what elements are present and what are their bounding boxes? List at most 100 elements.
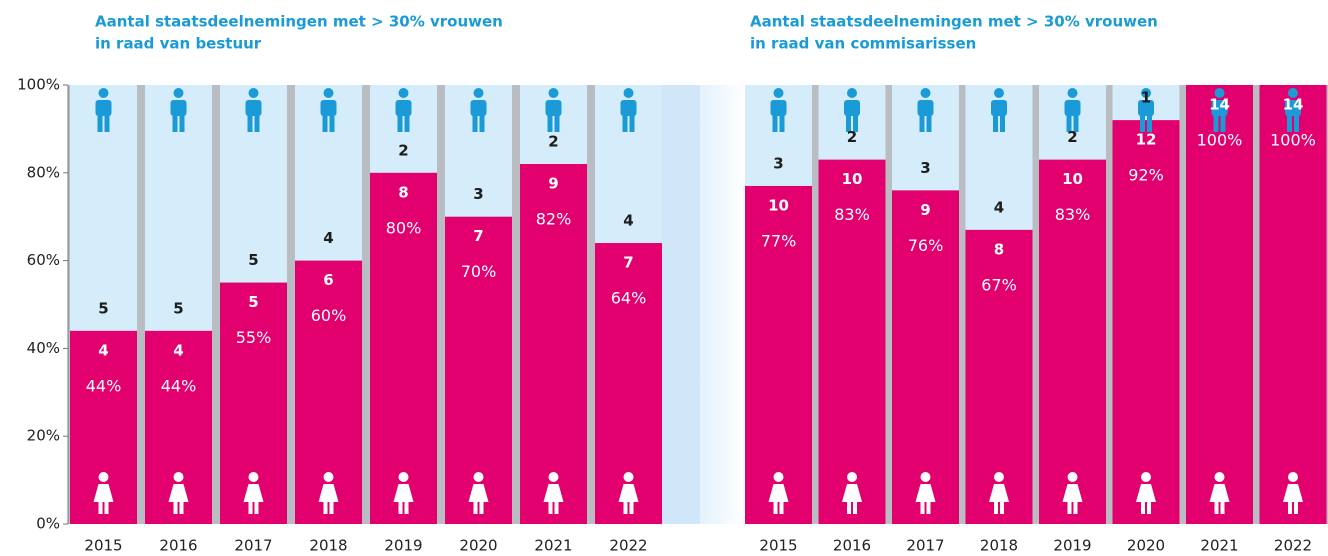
icon-head — [920, 88, 931, 98]
icon-dress — [318, 484, 339, 502]
icon-leg — [104, 500, 109, 514]
icon-leg — [994, 500, 998, 514]
men-count: 2 — [1067, 128, 1077, 146]
woman-icon — [543, 472, 564, 514]
women-count: 10 — [768, 196, 789, 214]
icon-leg — [1000, 500, 1004, 514]
icon-leg — [547, 112, 553, 132]
bar — [1039, 159, 1106, 524]
icon-head — [920, 472, 931, 482]
value-label: 64% — [611, 289, 647, 308]
man-icon — [1064, 88, 1081, 132]
icon-leg — [993, 112, 998, 132]
icon-leg — [1287, 112, 1292, 132]
man-icon — [991, 88, 1007, 132]
icon-leg — [404, 500, 409, 514]
value-label: 83% — [1055, 205, 1091, 224]
men-count: 2 — [548, 133, 558, 151]
icon-leg — [254, 112, 260, 132]
icon-leg — [554, 500, 559, 514]
man-icon — [917, 88, 934, 132]
y-tick-label: 100% — [17, 76, 60, 94]
man-icon — [170, 88, 187, 132]
icon-leg — [254, 500, 259, 514]
men-count: 3 — [920, 159, 930, 177]
icon-leg — [1073, 500, 1078, 514]
icon-head — [548, 472, 559, 482]
value-label: 67% — [981, 275, 1017, 294]
icon-head — [773, 88, 784, 98]
icon-head — [623, 88, 634, 98]
icon-leg — [329, 500, 334, 514]
women-count: 8 — [994, 240, 1004, 258]
woman-icon — [989, 472, 1009, 514]
icon-leg — [473, 500, 478, 514]
icon-leg — [919, 112, 925, 132]
icon-head — [1288, 472, 1298, 482]
icon-dress — [989, 484, 1009, 502]
icon-leg — [779, 112, 785, 132]
women-count: 7 — [623, 254, 633, 272]
x-tick-label: 2019 — [384, 537, 422, 555]
woman-icon — [1209, 472, 1230, 514]
icon-leg — [97, 112, 103, 132]
value-label: 82% — [536, 210, 572, 229]
woman-icon — [243, 472, 264, 514]
icon-leg — [1294, 500, 1298, 514]
men-count: 2 — [398, 141, 408, 159]
y-tick-label: 80% — [27, 163, 60, 181]
icon-leg — [1141, 500, 1145, 514]
icon-leg — [1000, 112, 1005, 132]
value-label: 60% — [311, 306, 347, 325]
icon-leg — [554, 112, 560, 132]
icon-leg — [479, 500, 484, 514]
chart-title: in raad van bestuur — [95, 35, 262, 53]
icon-leg — [329, 112, 335, 132]
icon-leg — [548, 500, 553, 514]
value-label: 44% — [161, 376, 197, 395]
men-count: 2 — [847, 128, 857, 146]
icon-head — [473, 88, 484, 98]
icon-head — [398, 472, 409, 482]
women-count: 10 — [1062, 170, 1083, 188]
icon-leg — [398, 500, 403, 514]
icon-head — [1067, 88, 1078, 98]
icon-leg — [1073, 112, 1079, 132]
men-count: 1 — [1141, 89, 1151, 107]
icon-head — [173, 472, 184, 482]
man-icon — [470, 88, 487, 132]
chart-title: Aantal staatsdeelnemingen met > 30% vrou… — [750, 13, 1158, 31]
value-label: 83% — [834, 205, 870, 224]
icon-leg — [1067, 500, 1072, 514]
icon-head — [994, 88, 1004, 98]
x-tick-label: 2018 — [980, 537, 1018, 555]
icon-head — [548, 88, 559, 98]
icon-leg — [629, 500, 634, 514]
x-tick-label: 2017 — [906, 537, 944, 555]
icon-head — [1214, 88, 1225, 98]
women-count: 7 — [473, 227, 483, 245]
icon-leg — [926, 500, 931, 514]
icon-leg — [1147, 500, 1151, 514]
woman-icon — [168, 472, 189, 514]
icon-head — [248, 88, 259, 98]
x-tick-label: 2018 — [309, 537, 347, 555]
bar — [745, 185, 812, 524]
icon-leg — [404, 112, 410, 132]
man-icon — [95, 88, 112, 132]
bar — [818, 159, 886, 524]
woman-icon — [1283, 472, 1303, 514]
icon-leg — [98, 500, 103, 514]
icon-head — [398, 88, 409, 98]
icon-dress — [768, 484, 789, 502]
women-count: 12 — [1136, 131, 1157, 149]
y-tick-label: 40% — [27, 339, 60, 357]
icon-leg — [926, 112, 932, 132]
icon-leg — [779, 500, 784, 514]
icon-dress — [243, 484, 264, 502]
icon-dress — [168, 484, 189, 502]
women-count: 8 — [398, 183, 408, 201]
icon-head — [323, 88, 334, 98]
x-tick-label: 2021 — [534, 537, 572, 555]
woman-icon — [468, 472, 489, 514]
